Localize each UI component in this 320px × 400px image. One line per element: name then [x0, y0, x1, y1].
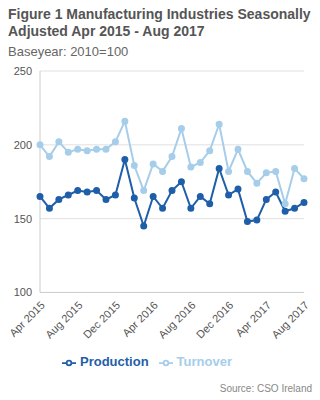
svg-text:200: 200 — [14, 139, 32, 151]
html-text:Source: CSO Ireland: Source: CSO Ireland — [219, 383, 312, 394]
svg-text:250: 250 — [14, 65, 32, 77]
svg-text:100: 100 — [14, 286, 32, 298]
svg-text:Apr 2017: Apr 2017 — [233, 299, 273, 339]
html-text:Turnover: Turnover — [176, 354, 232, 370]
svg-text:Aug 2017: Aug 2017 — [269, 299, 311, 341]
html-text:Production: Production — [80, 354, 149, 370]
svg-text:Dec 2016: Dec 2016 — [194, 299, 236, 341]
svg-text:150: 150 — [14, 213, 32, 225]
svg-text:Aug 2016: Aug 2016 — [156, 299, 198, 341]
svg-text:Apr 2015: Apr 2015 — [8, 299, 47, 339]
svg-text:Dec 2015: Dec 2015 — [81, 299, 123, 341]
html-text:Baseyear: 2010=100: Baseyear: 2010=100 — [8, 44, 129, 59]
svg-text:Apr 2016: Apr 2016 — [120, 299, 160, 339]
svg-text:Aug 2015: Aug 2015 — [43, 299, 85, 341]
html-text:Figure 1 Manufacturing Industr: Figure 1 Manufacturing Industries Season… — [8, 6, 311, 39]
